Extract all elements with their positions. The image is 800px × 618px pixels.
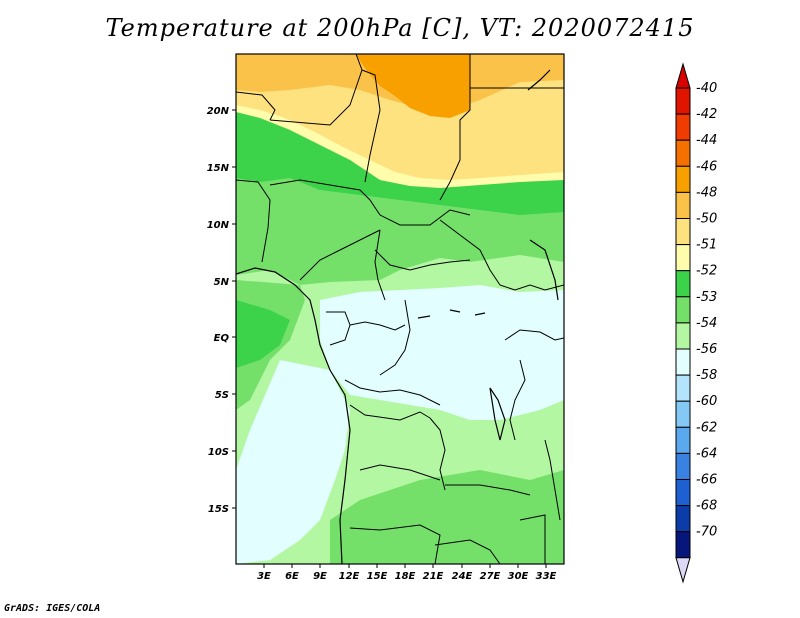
band-minus56-east [520,320,564,400]
colorbar-swatch [675,322,691,350]
colorbar-bottom-arrow [675,557,691,584]
lon-label: 3E [257,571,271,582]
colorbar-swatch [675,218,691,246]
colorbar-swatch [675,452,691,480]
colorbar-swatch [675,244,691,272]
band-minus52-coast [236,300,290,368]
lat-label: 10N [207,220,230,231]
colorbar: -40 -42 -44 -46 -48 -50 -51 -52 -53 -54 -56 -58 -60 -… [675,62,717,584]
lon-label: 33E [536,571,557,582]
band-minus46 [355,54,470,118]
lat-label: 10S [208,447,229,458]
lat-label: 20N [207,106,230,117]
colorbar-swatch [675,374,691,402]
lat-label: 5S [215,390,229,401]
colorbar-label: -51 [696,238,717,253]
colorbar-label: -42 [696,107,717,122]
colorbar-swatch [675,348,691,376]
lon-label: 21E [423,571,444,582]
country-borders [236,54,564,564]
temperature-field [236,54,564,564]
colorbar-label: -56 [696,342,717,357]
lat-label: EQ [214,333,230,344]
lon-label: 12E [339,571,360,582]
colorbar-label: -50 [696,212,717,227]
colorbar-swatch [675,426,691,454]
colorbar-swatch [675,531,691,559]
lat-label: 15S [208,504,229,515]
colorbar-label: -44 [696,133,717,148]
colorbar-label: -53 [696,290,717,305]
colorbar-label: -52 [696,264,717,279]
lat-label: 5N [214,277,230,288]
colorbar-top-arrow [675,62,691,89]
lon-label: 18E [395,571,416,582]
colorbar-label: -68 [696,499,717,514]
lon-label: 27E [480,571,501,582]
colorbar-swatch [675,505,691,533]
lat-label: 15N [207,163,230,174]
colorbar-swatch [675,400,691,428]
lon-label: 24E [452,571,473,582]
colorbar-swatch [675,191,691,219]
colorbar-label: -58 [696,368,717,383]
footer-credit: GrADS: IGES/COLA [4,603,101,614]
band-minus53-south [330,470,564,564]
colorbar-swatch [675,87,691,115]
lon-label: 15E [367,571,388,582]
map-title: Temperature at 200hPa [C], VT: 202007241… [105,14,695,42]
band-minus56-southwest [236,360,350,564]
colorbar-label: -60 [696,394,717,409]
colorbar-swatch [675,479,691,507]
latitude-axis: 20N 15N 10N 5N EQ 5S 10S 15S [207,106,236,515]
colorbar-label: -66 [696,473,717,488]
colorbar-label: -64 [696,446,717,461]
lon-label: 9E [313,571,327,582]
lon-label: 6E [285,571,299,582]
colorbar-label: -48 [696,185,717,200]
colorbar-label: -46 [696,159,717,174]
colorbar-swatch [675,270,691,298]
colorbar-label: -70 [696,525,717,540]
colorbar-swatch [675,296,691,324]
map-frame [235,53,565,565]
colorbar-swatch [675,113,691,141]
band-minus56-center [320,285,564,420]
colorbar-label: -62 [696,420,717,435]
colorbar-label: -54 [696,316,717,331]
longitude-axis: 3E 6E 9E 12E 15E 18E 21E 24E 27E 30E 33E [257,564,557,582]
colorbar-label: -40 [696,81,717,96]
colorbar-swatch [675,165,691,193]
lon-label: 30E [508,571,529,582]
colorbar-swatch [675,139,691,167]
